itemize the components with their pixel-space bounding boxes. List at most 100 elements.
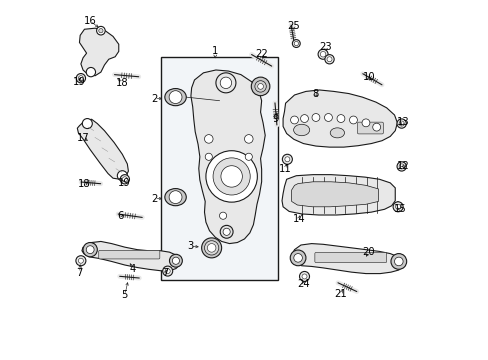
Circle shape: [86, 246, 94, 253]
Polygon shape: [82, 242, 179, 271]
Text: 24: 24: [297, 279, 309, 289]
Polygon shape: [283, 90, 397, 147]
Circle shape: [207, 244, 216, 252]
Circle shape: [396, 162, 406, 171]
Circle shape: [254, 81, 266, 92]
Circle shape: [299, 271, 309, 282]
Text: 19: 19: [117, 178, 130, 188]
Text: 5: 5: [122, 290, 128, 300]
Circle shape: [201, 238, 221, 258]
Text: 6: 6: [117, 211, 123, 221]
Text: 22: 22: [255, 49, 267, 59]
Circle shape: [394, 257, 402, 266]
Circle shape: [290, 250, 305, 266]
Text: 17: 17: [77, 133, 90, 143]
Circle shape: [76, 73, 85, 83]
Circle shape: [165, 269, 170, 274]
Text: 18: 18: [78, 179, 91, 189]
Circle shape: [302, 274, 306, 279]
Circle shape: [169, 91, 182, 104]
Circle shape: [292, 40, 300, 48]
Text: 2: 2: [151, 94, 157, 104]
Circle shape: [300, 114, 308, 122]
Text: 16: 16: [83, 16, 96, 26]
Circle shape: [97, 26, 105, 35]
Circle shape: [372, 123, 380, 131]
Polygon shape: [291, 182, 378, 207]
Text: 1: 1: [212, 46, 218, 56]
Circle shape: [282, 154, 292, 164]
Text: 8: 8: [311, 89, 318, 99]
Circle shape: [257, 84, 263, 89]
Circle shape: [216, 73, 235, 93]
Circle shape: [172, 257, 179, 264]
Text: 10: 10: [362, 72, 374, 82]
Circle shape: [317, 49, 327, 59]
Text: 20: 20: [362, 247, 374, 257]
Text: 14: 14: [292, 213, 305, 224]
Circle shape: [349, 116, 357, 124]
Bar: [160, 57, 278, 280]
Circle shape: [398, 121, 404, 126]
Circle shape: [361, 119, 369, 127]
Text: 18: 18: [116, 78, 128, 88]
Ellipse shape: [293, 124, 309, 136]
Circle shape: [244, 135, 253, 143]
Circle shape: [390, 253, 406, 269]
Circle shape: [324, 113, 332, 121]
Text: 25: 25: [287, 21, 300, 31]
Polygon shape: [282, 175, 394, 215]
Circle shape: [336, 114, 344, 122]
Circle shape: [213, 158, 250, 195]
Circle shape: [223, 228, 230, 235]
Circle shape: [219, 212, 226, 219]
Polygon shape: [292, 244, 402, 274]
Circle shape: [169, 254, 182, 267]
Text: 11: 11: [278, 163, 291, 174]
Text: 12: 12: [396, 161, 409, 171]
Circle shape: [205, 153, 212, 160]
Circle shape: [396, 119, 406, 128]
Ellipse shape: [329, 128, 344, 138]
Circle shape: [285, 157, 289, 162]
Polygon shape: [190, 70, 264, 244]
Text: 19: 19: [73, 77, 86, 87]
Circle shape: [205, 151, 257, 202]
Circle shape: [326, 57, 331, 62]
Text: 13: 13: [396, 117, 409, 127]
Text: 9: 9: [272, 114, 279, 124]
Polygon shape: [77, 119, 128, 179]
Circle shape: [122, 177, 127, 182]
Circle shape: [244, 153, 252, 160]
FancyBboxPatch shape: [357, 122, 383, 134]
Circle shape: [120, 175, 129, 184]
Text: 23: 23: [319, 42, 331, 52]
Circle shape: [204, 135, 213, 143]
Circle shape: [76, 256, 86, 266]
Circle shape: [220, 225, 233, 238]
Circle shape: [290, 116, 298, 124]
Text: 7: 7: [162, 268, 168, 278]
Circle shape: [83, 243, 97, 257]
Ellipse shape: [164, 189, 186, 206]
Circle shape: [204, 241, 218, 255]
Circle shape: [99, 28, 103, 33]
Circle shape: [311, 113, 319, 121]
Circle shape: [169, 191, 182, 203]
FancyBboxPatch shape: [99, 250, 160, 259]
Circle shape: [392, 202, 402, 212]
Polygon shape: [80, 28, 119, 76]
Text: 2: 2: [151, 194, 157, 203]
Circle shape: [220, 77, 231, 89]
Ellipse shape: [164, 89, 186, 106]
Circle shape: [293, 253, 302, 262]
Circle shape: [398, 164, 404, 169]
Circle shape: [117, 171, 127, 181]
Circle shape: [320, 51, 325, 57]
Circle shape: [78, 258, 83, 263]
Text: 4: 4: [130, 264, 136, 274]
Text: 21: 21: [334, 289, 346, 298]
Circle shape: [294, 41, 298, 46]
Text: 15: 15: [393, 204, 406, 214]
Text: 7: 7: [76, 268, 82, 278]
